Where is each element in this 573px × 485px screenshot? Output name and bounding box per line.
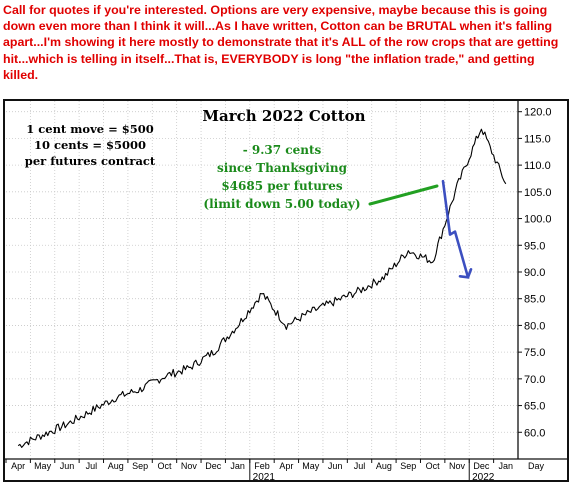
x-tick-label: Jun <box>60 461 75 471</box>
contract-info-line-3: per futures contract <box>25 154 156 168</box>
x-tick-label: Jun <box>328 461 343 471</box>
forecast-arrow <box>441 179 470 279</box>
x-tick-label: Oct <box>426 461 441 471</box>
x-tick-label: Dec <box>205 461 222 471</box>
x-tick-label: Jan <box>499 461 514 471</box>
y-tick-label: 75.0 <box>524 347 545 359</box>
contract-info: 1 cent move = $500 10 cents = $5000 per … <box>25 122 156 168</box>
x-tick-label: Dec <box>473 461 490 471</box>
change-line-3: $4685 per futures <box>221 179 343 193</box>
change-line-2: since Thanksgiving <box>217 161 348 175</box>
x-tick-label: May <box>302 461 320 471</box>
price-series-line <box>17 128 507 448</box>
y-tick-label: 60.0 <box>524 427 545 439</box>
annotation-note: Call for quotes if you're interested. Op… <box>3 3 559 82</box>
y-tick-label: 80.0 <box>524 320 545 332</box>
y-tick-label: 110.0 <box>524 160 551 172</box>
x-tick-label: Sep <box>400 461 416 471</box>
y-axis: 60.0 65.0 70.0 75.0 80.0 85.0 90.0 95.0 100.0 105… <box>518 107 552 439</box>
year-label: 2022 <box>472 472 495 483</box>
x-tick-label: Feb <box>254 461 270 471</box>
y-tick-label: 115.0 <box>524 133 551 145</box>
x-tick-label: Apr <box>11 461 25 471</box>
y-tick-label: 95.0 <box>524 240 545 252</box>
contract-info-line-2: 10 cents = $5000 <box>34 138 146 152</box>
change-line-1: - 9.37 cents <box>243 143 322 157</box>
x-tick-label: Aug <box>108 461 124 471</box>
x-tick-label: Jul <box>86 461 98 471</box>
x-tick-label: Nov <box>181 461 198 471</box>
x-tick-label: Jul <box>354 461 366 471</box>
x-tick-label: May <box>34 461 52 471</box>
y-tick-label: 105.0 <box>524 187 552 199</box>
chart-frame <box>3 99 569 482</box>
x-tick-label: Jan <box>230 461 245 471</box>
y-tick-label: 90.0 <box>524 267 545 279</box>
y-tick-label: 65.0 <box>524 401 545 413</box>
year-label: 2021 <box>253 472 276 483</box>
change-annotation: - 9.37 cents since Thanksgiving $4685 pe… <box>203 143 360 211</box>
chart-grid <box>6 101 518 459</box>
y-tick-label: 70.0 <box>524 374 545 386</box>
change-line-4: (limit down 5.00 today) <box>203 197 360 211</box>
y-tick-label: 120.0 <box>524 107 552 119</box>
chart-title: March 2022 Cotton <box>202 107 365 125</box>
x-tick-label: Nov <box>449 461 466 471</box>
x-tick-label: Aug <box>376 461 392 471</box>
x-tick-label: Apr <box>279 461 293 471</box>
x-axis-label: Day <box>528 461 545 471</box>
x-axis: Apr May Jun Jul Aug Sep Oct Nov Dec Jan Feb Apr May J… <box>5 459 545 483</box>
y-tick-label: 85.0 <box>524 294 545 306</box>
x-tick-label: Oct <box>157 461 172 471</box>
x-tick-label: Sep <box>132 461 148 471</box>
y-tick-label: 100.0 <box>524 214 552 226</box>
forecast-arrowhead <box>458 268 473 279</box>
thanksgiving-trendline <box>368 184 439 206</box>
contract-info-line-1: 1 cent move = $500 <box>26 122 154 136</box>
